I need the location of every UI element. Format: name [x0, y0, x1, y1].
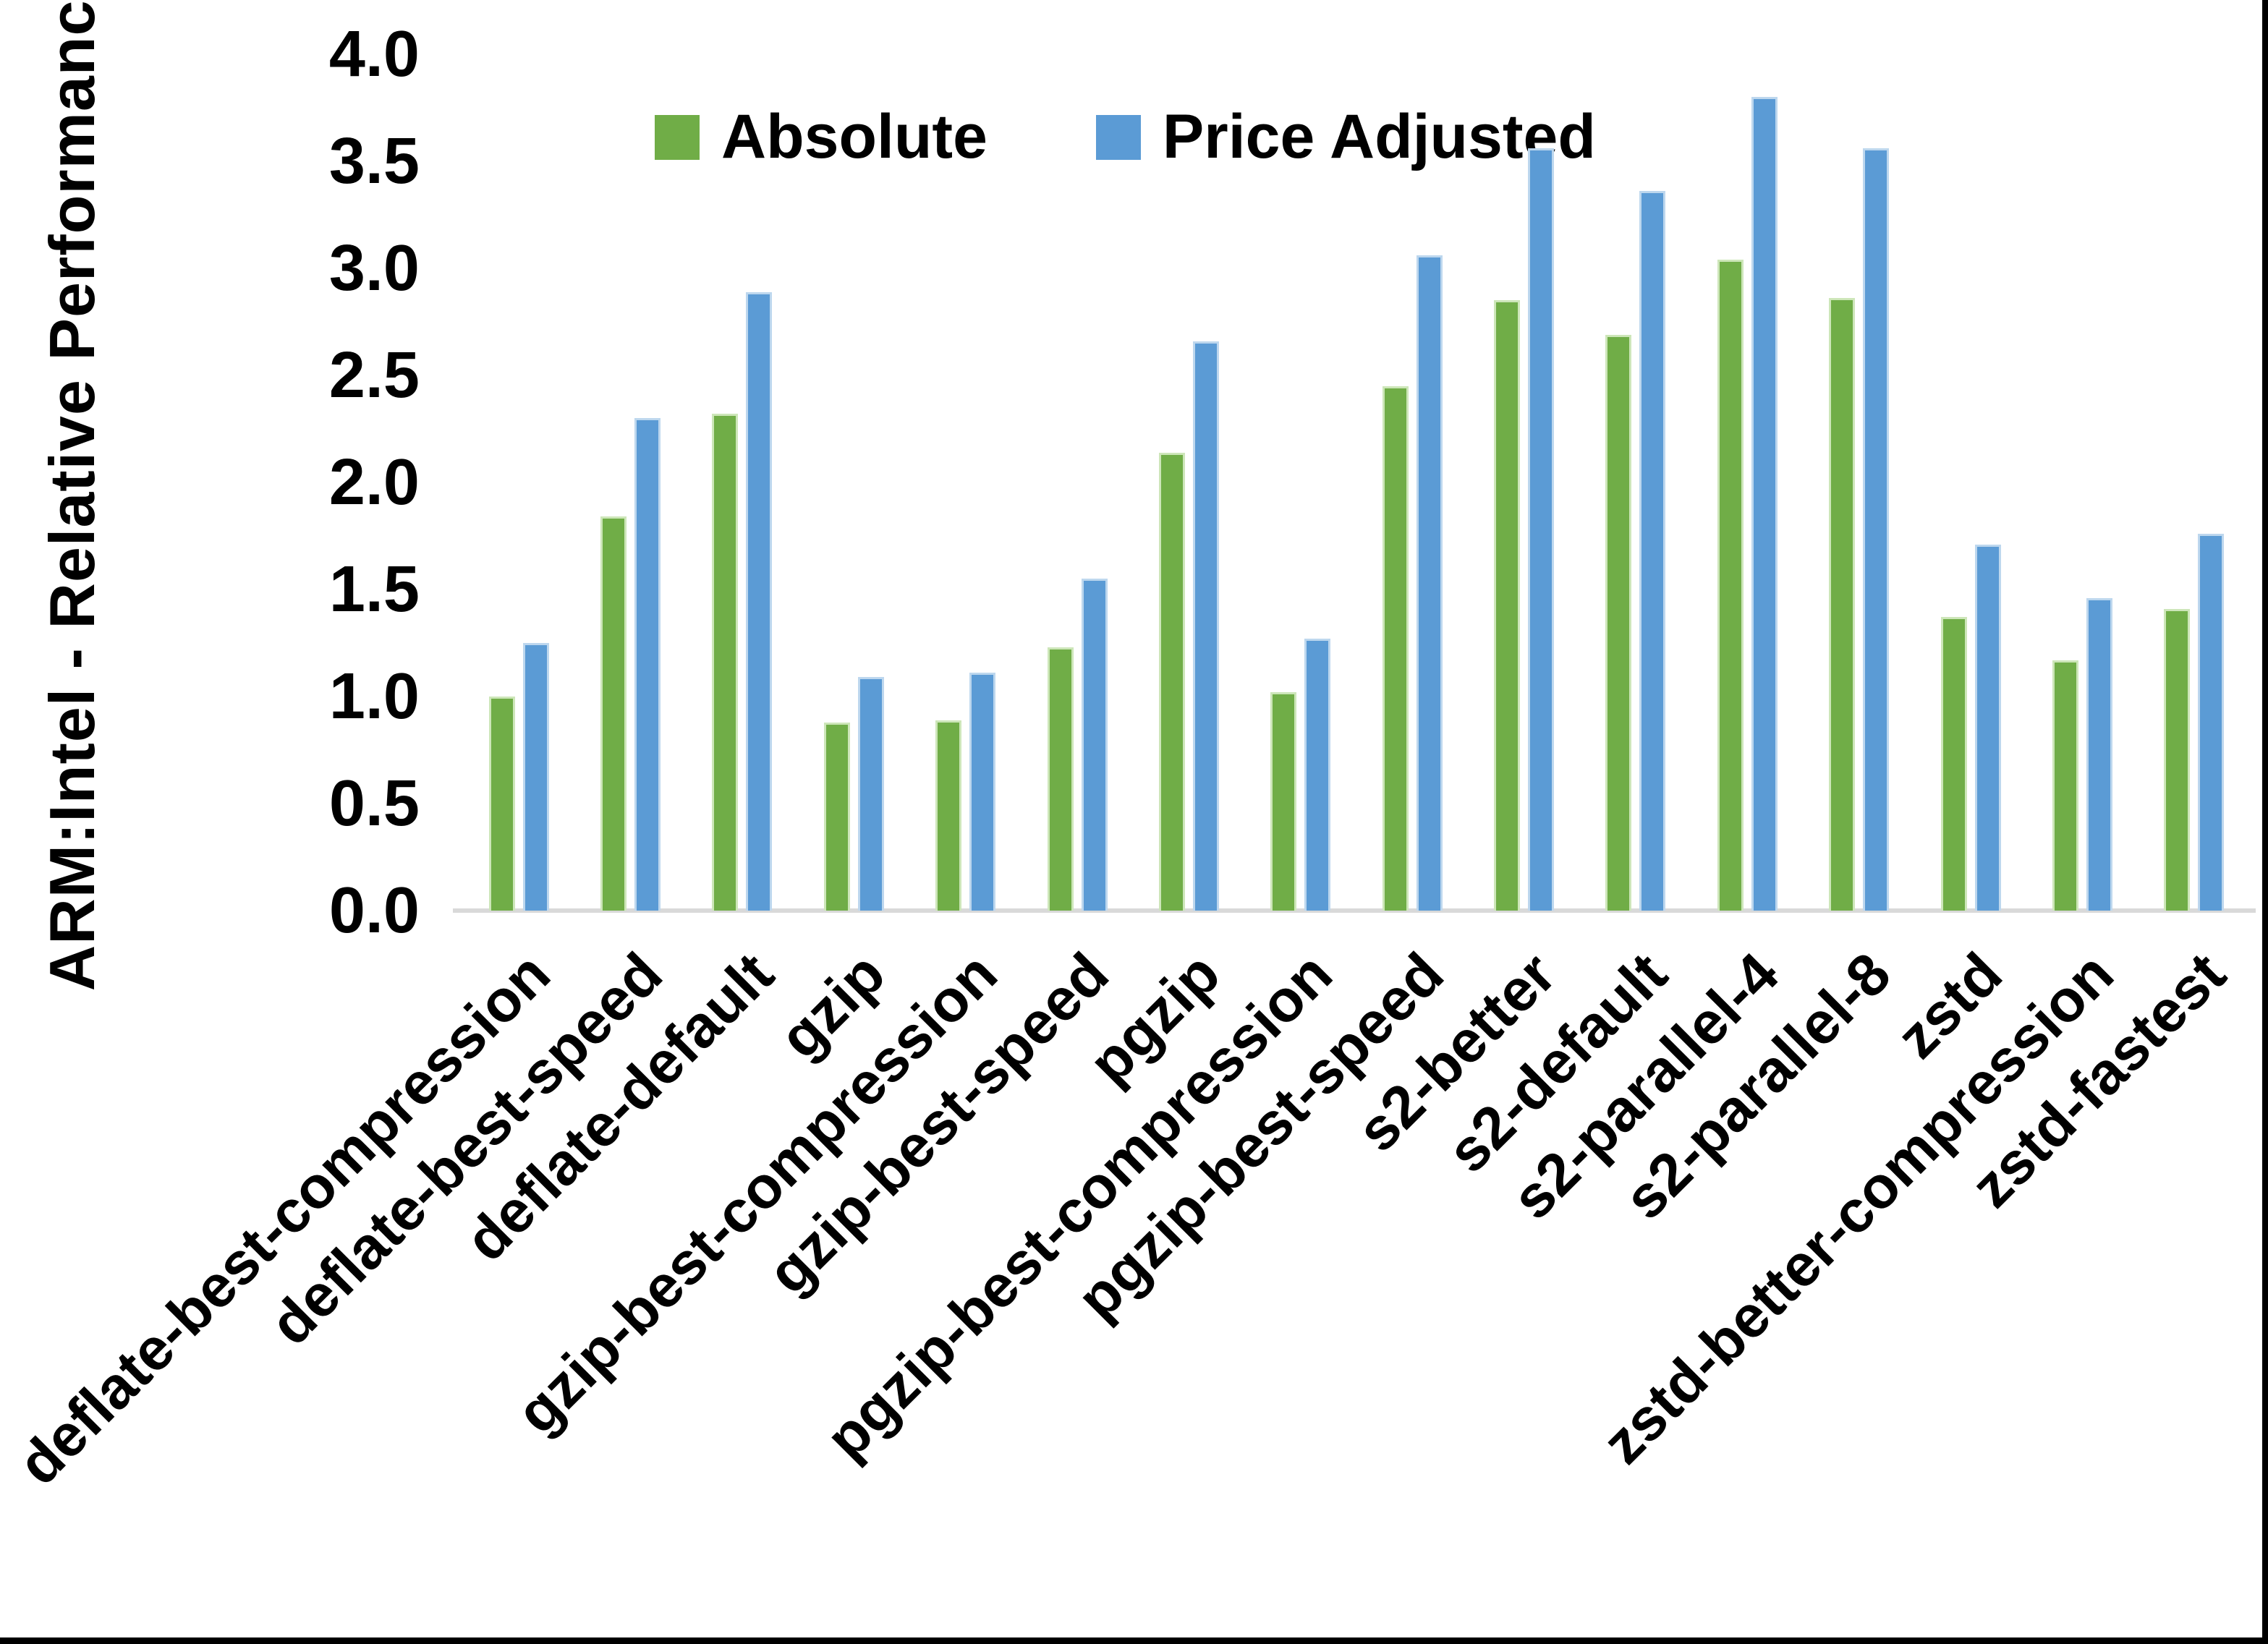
- y-tick-label: 4.0: [328, 18, 420, 90]
- bar-absolute: [1158, 452, 1185, 911]
- bar-price-adjusted: [969, 673, 996, 911]
- bar-price-adjusted: [857, 677, 884, 911]
- y-tick-label: 0.5: [328, 767, 420, 840]
- y-tick-label: 2.0: [328, 446, 420, 519]
- bar-absolute: [2052, 660, 2078, 911]
- x-axis-line: [453, 908, 2256, 913]
- bar-group: [2164, 54, 2225, 911]
- bar-price-adjusted: [1192, 341, 1219, 911]
- screen-edge-right: [2262, 0, 2268, 1644]
- bar-price-adjusted: [1081, 579, 1108, 911]
- bar-absolute: [1047, 647, 1074, 911]
- bar-group: [488, 54, 549, 911]
- bar-group: [935, 54, 996, 911]
- bar-group: [1494, 54, 1555, 911]
- legend: Absolute Price Adjusted: [655, 101, 1596, 173]
- bar-group: [1382, 54, 1443, 911]
- bar-price-adjusted: [1416, 255, 1443, 911]
- bar-group: [1940, 54, 2001, 911]
- bar-price-adjusted: [1528, 148, 1555, 911]
- bar-group: [1717, 54, 1778, 911]
- legend-swatch-price-adjusted: [1095, 114, 1141, 160]
- bar-absolute: [712, 414, 739, 911]
- bar-price-adjusted: [1304, 639, 1331, 911]
- bar-absolute: [1940, 617, 1967, 911]
- screen-edge-bottom: [0, 1637, 2268, 1644]
- bar-group: [2052, 54, 2112, 911]
- legend-item-price-adjusted: Price Adjusted: [1095, 101, 1596, 173]
- y-tick-label: 2.5: [328, 339, 420, 412]
- bar-group: [1829, 54, 1890, 911]
- plot-area: [453, 54, 2256, 913]
- bar-group: [1158, 54, 1219, 911]
- bar-price-adjusted: [1974, 544, 2001, 911]
- bar-price-adjusted: [746, 291, 773, 911]
- bar-absolute: [1605, 334, 1632, 911]
- bar-group: [1605, 54, 1666, 911]
- bar-absolute: [1829, 298, 1856, 911]
- bar-absolute: [1717, 260, 1744, 911]
- bar-absolute: [1270, 692, 1297, 911]
- bar-price-adjusted: [1751, 97, 1778, 911]
- legend-label-price-adjusted: Price Adjusted: [1162, 102, 1596, 171]
- y-tick-label: 1.5: [328, 553, 420, 626]
- bar-absolute: [823, 722, 850, 911]
- bar-price-adjusted: [634, 418, 661, 911]
- bar-absolute: [1382, 386, 1409, 911]
- bar-absolute: [935, 720, 962, 911]
- y-tick-label: 1.0: [328, 660, 420, 733]
- bar-price-adjusted: [522, 643, 549, 911]
- bar-price-adjusted: [2198, 534, 2225, 911]
- bar-absolute: [600, 516, 627, 911]
- bar-absolute: [2164, 608, 2191, 911]
- y-axis-title: ARM:Intel - Relative Performance: [36, 0, 108, 992]
- legend-swatch-absolute: [655, 114, 700, 160]
- bar-group: [1047, 54, 1108, 911]
- y-tick-label: 3.0: [328, 232, 420, 304]
- bar-group: [600, 54, 661, 911]
- y-tick-label: 3.5: [328, 125, 420, 197]
- bar-group: [1270, 54, 1331, 911]
- legend-label-absolute: Absolute: [721, 102, 988, 171]
- bar-price-adjusted: [2086, 597, 2112, 911]
- y-tick-label: 0.0: [328, 874, 420, 947]
- legend-item-absolute: Absolute: [655, 101, 988, 173]
- bar-price-adjusted: [1639, 191, 1666, 911]
- bar-group: [823, 54, 884, 911]
- bar-group: [712, 54, 773, 911]
- bar-absolute: [488, 697, 515, 911]
- bar-absolute: [1494, 300, 1521, 911]
- bar-price-adjusted: [1863, 148, 1890, 911]
